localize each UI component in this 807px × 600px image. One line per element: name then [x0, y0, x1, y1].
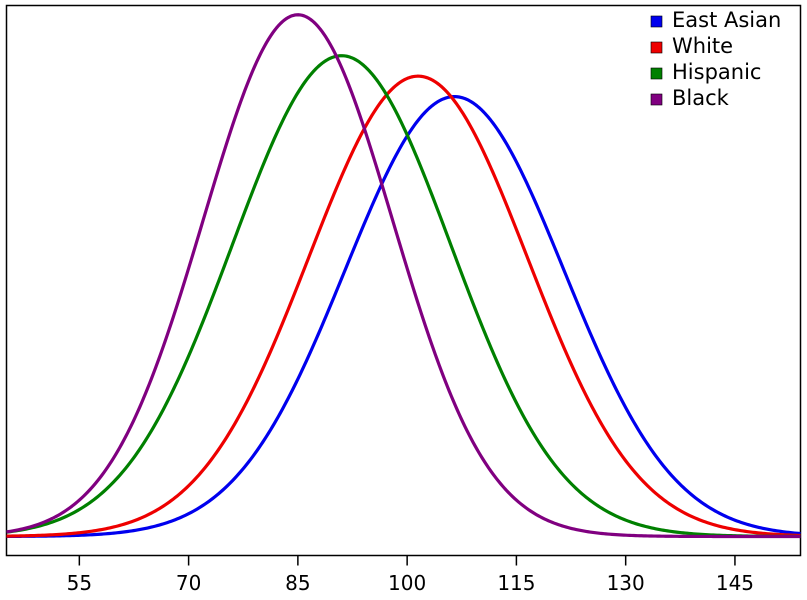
- legend-label: Black: [672, 86, 730, 110]
- series-curves: [6, 13, 801, 539]
- series-line-east-asian: [6, 95, 801, 538]
- series-line-white: [6, 74, 801, 538]
- series-line-hispanic: [6, 54, 801, 539]
- x-axis: 55 70 85 100 115 130 145: [67, 555, 754, 595]
- legend-label: Hispanic: [672, 60, 761, 84]
- legend-label: White: [672, 34, 733, 58]
- legend-swatch-black: [650, 93, 663, 106]
- legend-swatch-white: [650, 41, 663, 54]
- x-tick-label: 55: [67, 571, 92, 595]
- x-tick-label: 70: [176, 571, 201, 595]
- legend-label: East Asian: [672, 8, 781, 32]
- x-tick-label: 145: [716, 571, 754, 595]
- plot-area-frame: [5, 4, 802, 557]
- legend-swatch-east-asian: [650, 15, 663, 28]
- legend-swatch-hispanic: [650, 67, 663, 80]
- series-line-black: [6, 13, 801, 539]
- x-tick-label: 115: [497, 571, 535, 595]
- x-tick-label: 85: [285, 571, 310, 595]
- x-tick-label: 130: [607, 571, 645, 595]
- x-tick-label: 100: [388, 571, 426, 595]
